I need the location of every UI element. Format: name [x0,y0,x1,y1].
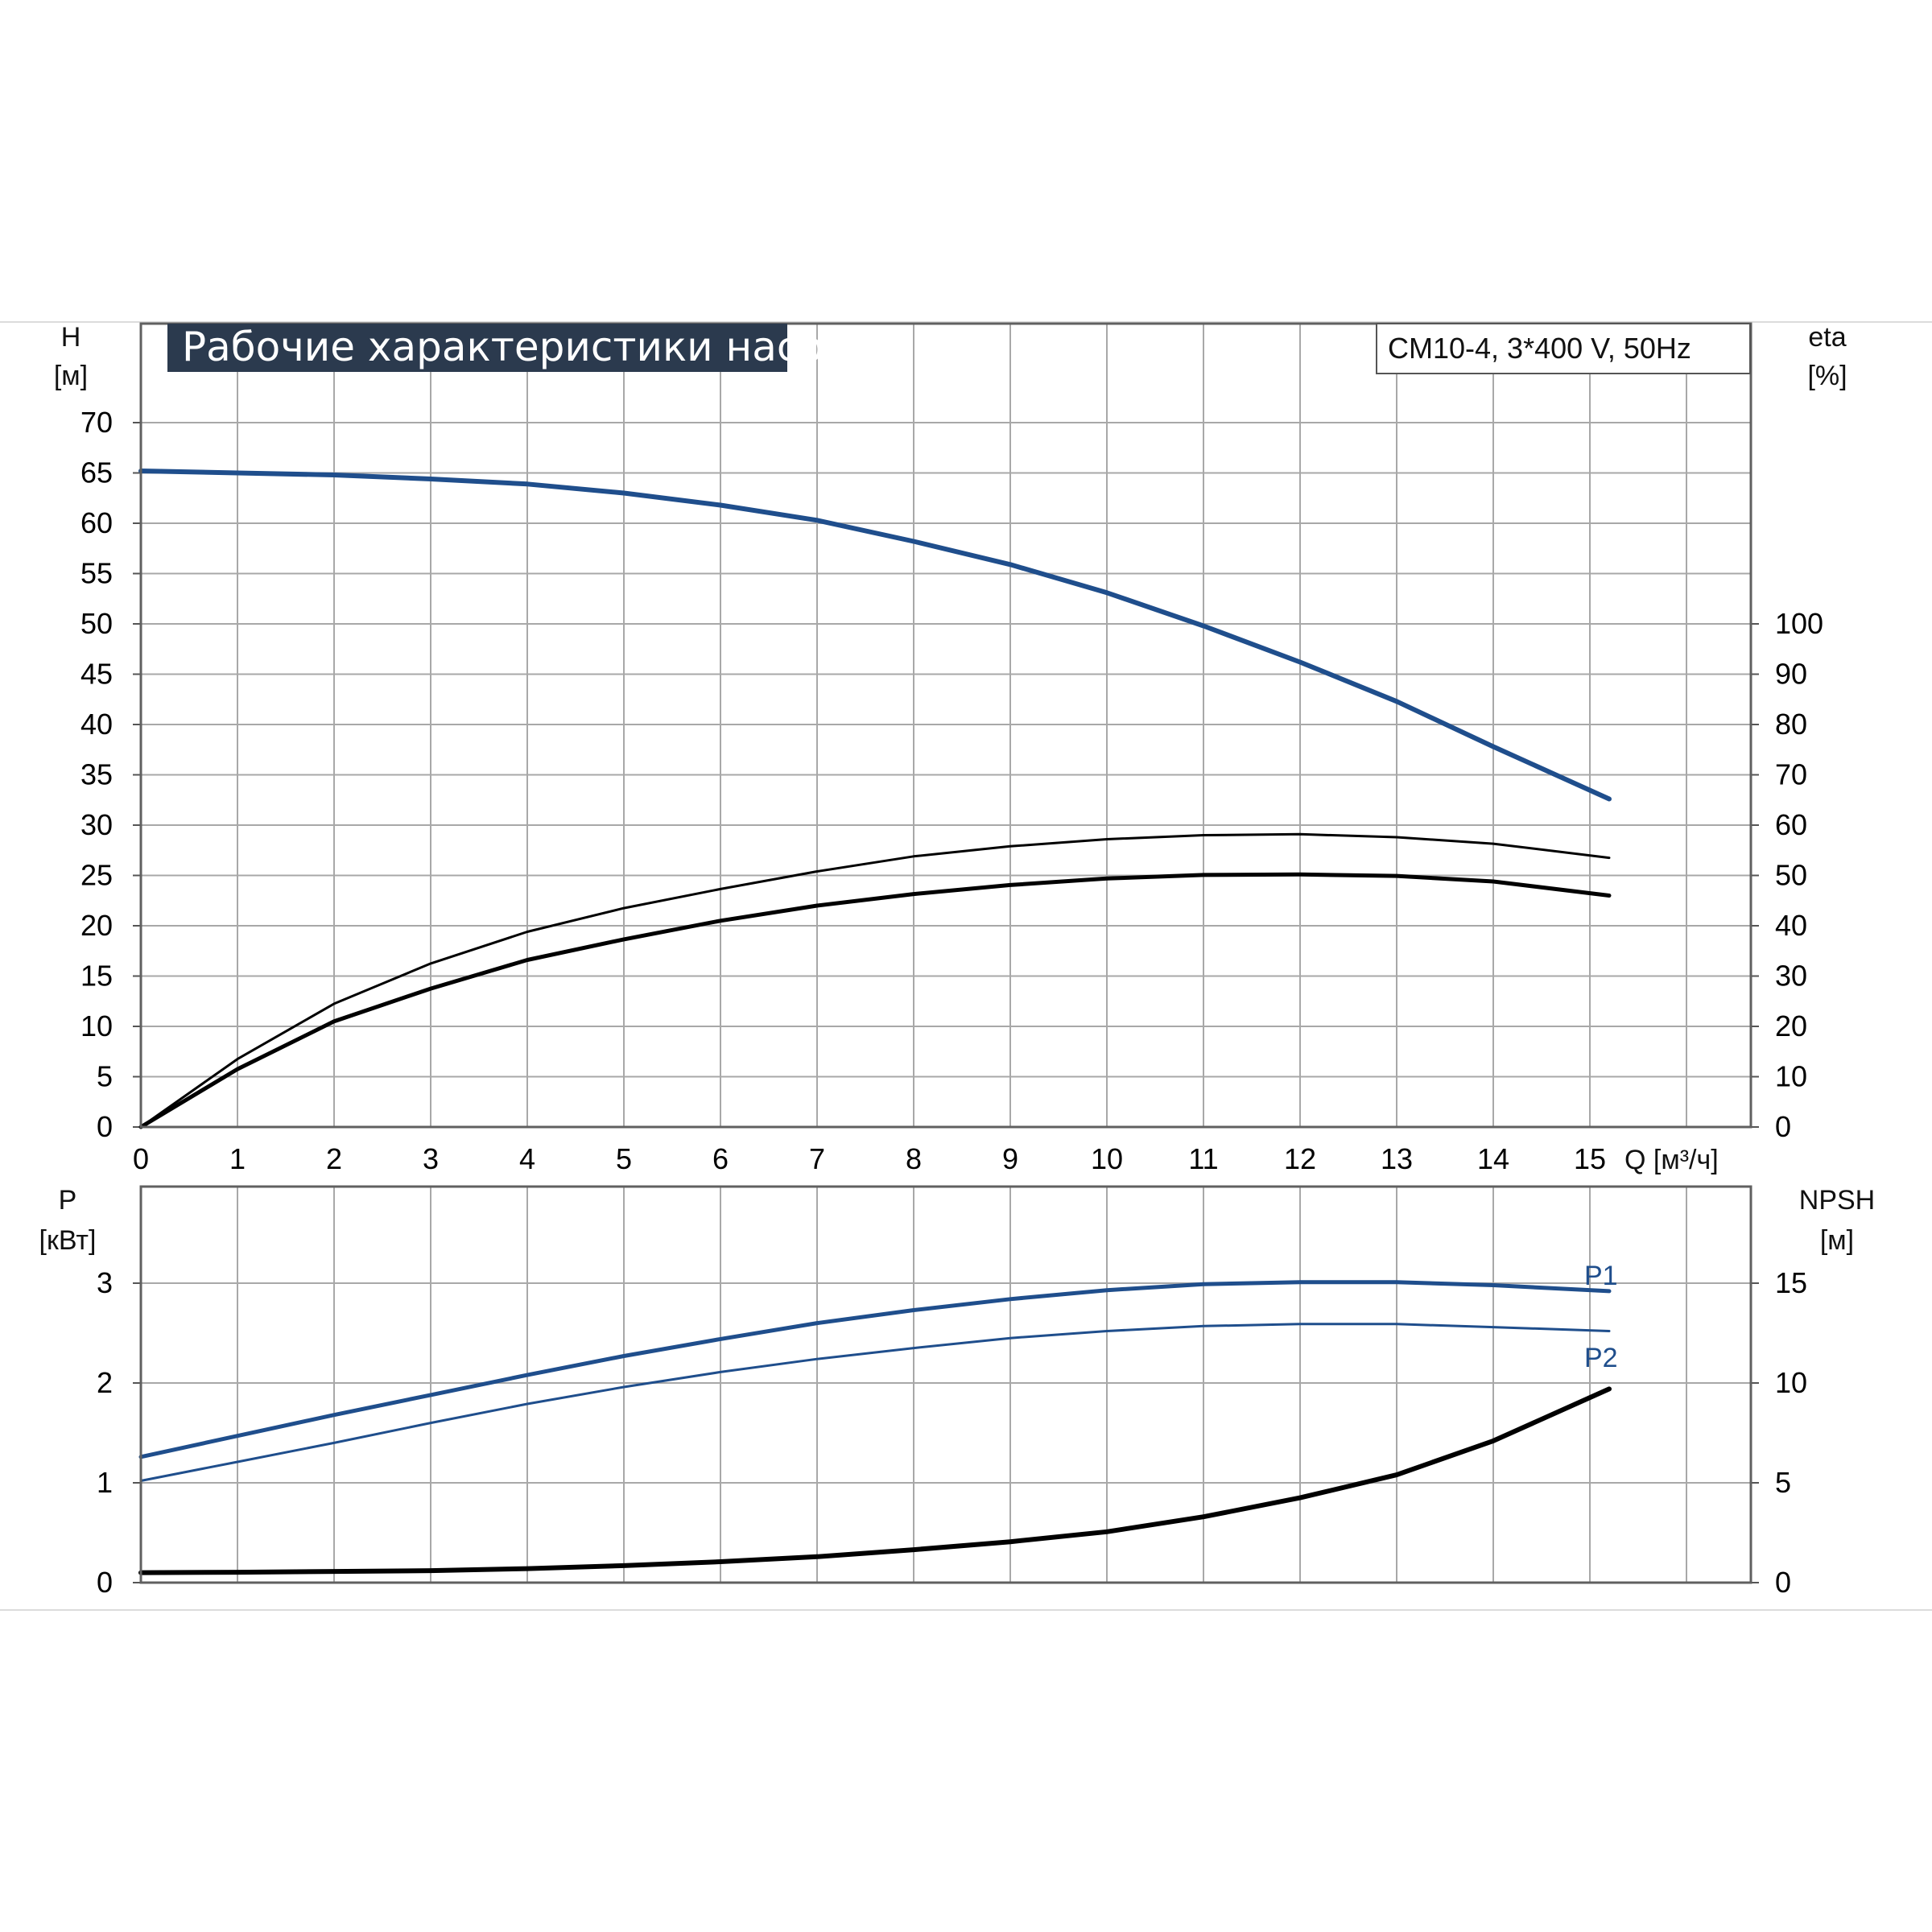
x-tick-label: 2 [326,1142,342,1175]
x-tick-label: 13 [1381,1142,1413,1175]
x-tick-label: 3 [423,1142,439,1175]
left-tick-label: 10 [80,1009,113,1042]
left-tick-label: 25 [80,859,113,892]
left-tick-label: 55 [80,557,113,590]
left-tick-label: 0 [97,1110,113,1143]
title-background [167,324,787,372]
x-tick-label: 5 [616,1142,632,1175]
left-tick-label: 5 [97,1060,113,1093]
series-line-1-1 [139,1323,1611,1482]
left-tick-label: 45 [80,658,113,691]
chart-title: Рабочие характеристики насоса [182,324,870,370]
right-tick-label: 10 [1775,1366,1807,1399]
right-tick-label: 15 [1775,1266,1807,1299]
x-tick-label: 8 [906,1142,922,1175]
p1-series-label: P1 [1584,1261,1618,1291]
npsh-axis-unit: [м] [1820,1225,1854,1256]
model-label-box [1376,323,1751,374]
x-tick-label: 14 [1477,1142,1509,1175]
right-tick-label: 30 [1775,960,1807,993]
right-tick-label: 10 [1775,1060,1807,1093]
right-tick-label: 70 [1775,758,1807,791]
left-tick-label: 1 [97,1466,113,1499]
left-tick-label: 0 [97,1566,113,1599]
left-tick-label: 2 [97,1366,113,1399]
right-tick-label: 0 [1775,1566,1791,1599]
x-tick-label: 12 [1284,1142,1316,1175]
right-tick-label: 80 [1775,708,1807,741]
right-tick-label: 90 [1775,658,1807,691]
left-tick-label: 60 [80,506,113,539]
p-axis-unit: [кВт] [39,1225,97,1256]
left-tick-label: 30 [80,808,113,841]
left-tick-label: 20 [80,909,113,942]
right-tick-label: 60 [1775,808,1807,841]
x-tick-label: 11 [1188,1142,1218,1175]
head-efficiency-chart: 0510152025303540455055606570010203040506… [80,322,1823,1175]
h-axis-unit: [м] [54,361,88,391]
series-line-1-0 [138,1280,1612,1459]
right-tick-label: 50 [1775,859,1807,892]
series-line-1-2 [138,1386,1612,1575]
right-tick-label: 40 [1775,909,1807,942]
left-tick-label: 70 [80,406,113,439]
model-label: CM10-4, 3*400 V, 50Hz [1388,332,1691,365]
x-tick-label: 7 [809,1142,825,1175]
left-tick-label: 50 [80,607,113,640]
left-tick-label: 35 [80,758,113,791]
left-tick-label: 3 [97,1266,113,1299]
p-axis-label: P [59,1185,77,1216]
left-tick-label: 65 [80,456,113,489]
plot-frame [139,322,1752,1129]
eta-axis-unit: [%] [1807,361,1847,391]
plot-frame [139,1185,1752,1584]
right-tick-label: 100 [1775,607,1823,640]
right-tick-label: 20 [1775,1009,1807,1042]
x-tick-label: 9 [1002,1142,1018,1175]
x-tick-label: 6 [712,1142,729,1175]
x-tick-label: 0 [133,1142,149,1175]
eta-axis-label: eta [1808,322,1846,353]
q-axis-label: Q [м³/ч] [1624,1145,1719,1175]
h-axis-label: H [61,322,81,353]
power-npsh-chart: 0 1 2 3 0 5 10 15 [97,1185,1807,1599]
x-tick-label: 4 [519,1142,535,1175]
npsh-axis-label: NPSH [1799,1185,1875,1216]
p2-series-label: P2 [1584,1343,1618,1373]
series-line-0-1 [139,832,1611,1129]
x-tick-label: 15 [1574,1142,1606,1175]
series-line-0-0 [138,469,1612,802]
right-tick-label: 5 [1775,1466,1791,1499]
left-tick-label: 40 [80,708,113,741]
x-tick-label: 10 [1091,1142,1123,1175]
right-tick-label: 0 [1775,1110,1791,1143]
series-line-0-2 [138,872,1612,1129]
x-tick-label: 1 [229,1142,246,1175]
left-tick-label: 15 [80,960,113,993]
